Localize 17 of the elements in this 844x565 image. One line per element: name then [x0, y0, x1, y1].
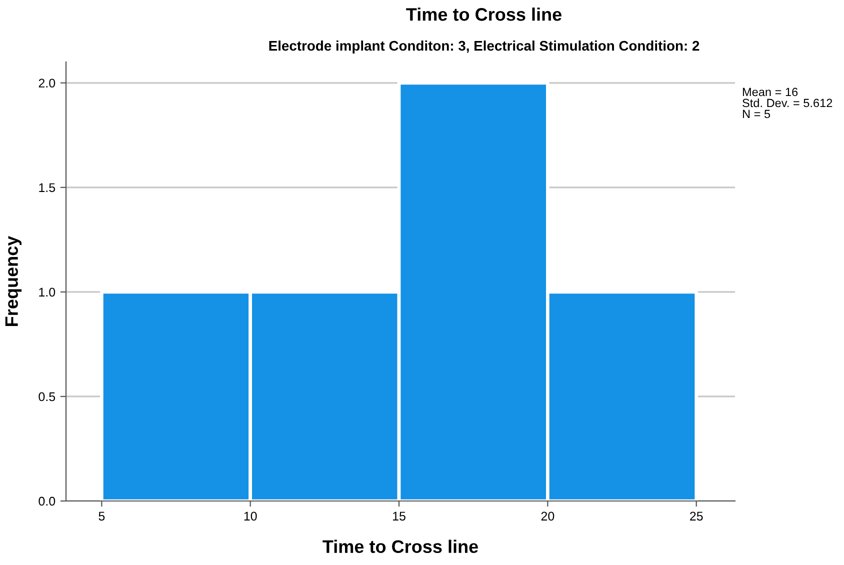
y-tick-label: 0.5 [38, 392, 56, 402]
text: Mean = 16 [742, 88, 798, 96]
text: N = 5 [742, 110, 770, 118]
x-axis-title: Time to Cross line [322, 540, 478, 553]
x-tick-label: 15 [393, 512, 406, 521]
x-tick-label: 25 [690, 512, 703, 521]
text: Std. Dev. = 5.612 [742, 98, 832, 108]
y-tick-label: 1.5 [39, 183, 56, 192]
chart-subtitle: Electrode implant Conditon: 3, Electrical Stimulation Condition: 2 [269, 40, 700, 54]
chart-title: Time to Cross line [406, 8, 562, 21]
x-tick-label: 20 [541, 512, 554, 521]
y-axis-title: Frequency [5, 236, 22, 326]
y-tick-label: 2.0 [38, 78, 56, 88]
y-tick-label: 0.0 [38, 496, 56, 506]
x-tick-label: 5 [98, 512, 105, 521]
x-tick-label: 10 [244, 512, 257, 521]
y-tick-label: 1.0 [39, 288, 56, 297]
